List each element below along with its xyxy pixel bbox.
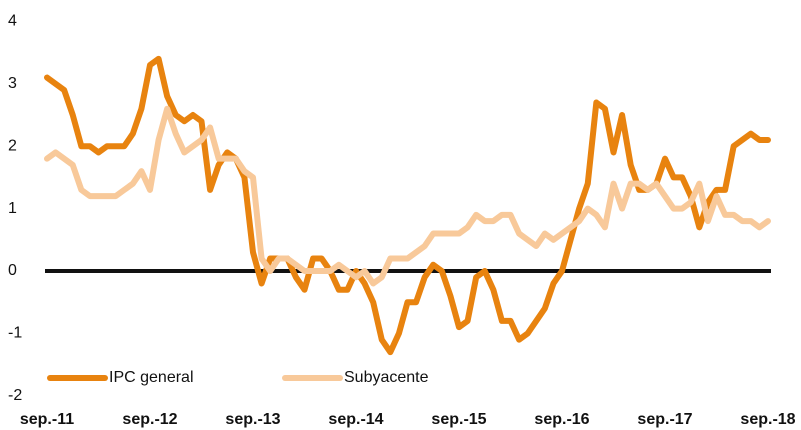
x-tick-label: sep.-18 <box>740 411 795 428</box>
series-line <box>44 55 771 356</box>
x-tick-label: sep.-15 <box>431 411 486 428</box>
legend-label: Subyacente <box>344 369 429 386</box>
y-tick-label: -1 <box>8 325 22 342</box>
x-tick-label: sep.-14 <box>328 411 383 428</box>
y-tick-label: 0 <box>8 262 17 279</box>
y-tick-label: 4 <box>8 13 17 30</box>
x-tick-label: sep.-13 <box>225 411 280 428</box>
y-tick-label: 2 <box>8 137 17 154</box>
series-line <box>44 105 771 287</box>
y-tick-label: 1 <box>8 200 17 217</box>
x-tick-label: sep.-11 <box>20 411 74 428</box>
x-tick-label: sep.-12 <box>122 411 177 428</box>
x-tick-label: sep.-17 <box>637 411 692 428</box>
legend-label: IPC general <box>109 369 194 386</box>
y-tick-label: 3 <box>8 75 17 92</box>
x-tick-label: sep.-16 <box>534 411 589 428</box>
y-tick-label: -2 <box>8 387 22 404</box>
